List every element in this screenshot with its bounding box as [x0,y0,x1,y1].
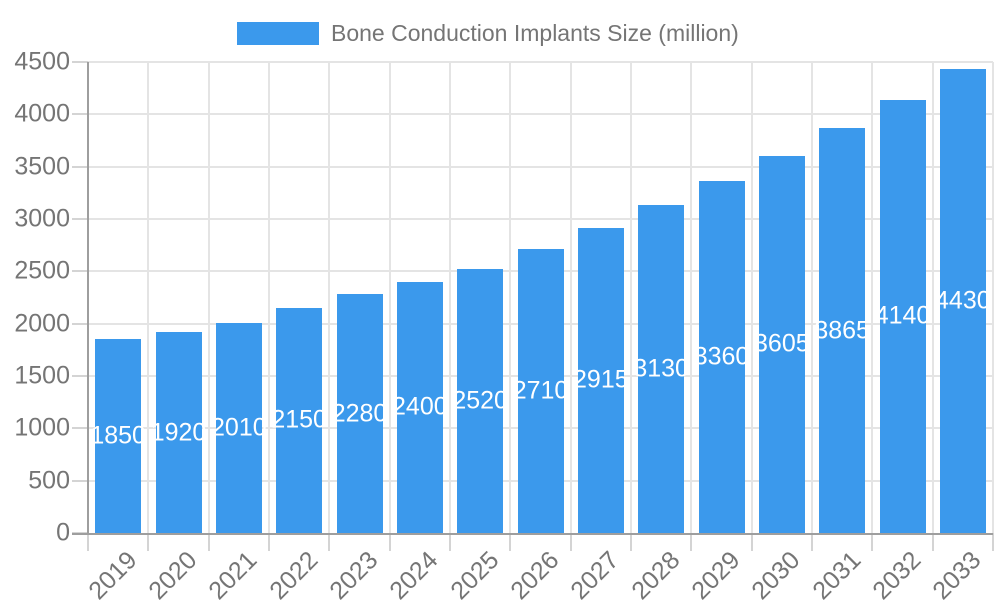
x-axis-tick [328,533,331,551]
chart-legend: Bone Conduction Implants Size (million) [237,20,739,47]
bar-2028[interactable] [638,205,685,533]
bar-2029[interactable] [698,181,745,533]
y-axis-tick [72,322,88,325]
x-gridline [630,62,632,533]
y-axis-line [87,62,89,535]
x-gridline [992,62,994,533]
x-axis-tick [750,533,753,551]
y-axis-tick [72,375,88,377]
bar-2021[interactable] [215,322,262,533]
x-axis-tick [207,533,210,551]
bar-2030[interactable] [758,155,805,533]
x-axis-tick [569,533,572,551]
y-axis-label: 4000 [14,99,70,128]
x-axis-tick [811,533,813,551]
y-axis-label: 500 [28,466,70,495]
x-axis-line [72,533,993,535]
bar-2032[interactable] [879,99,926,533]
bar-2033[interactable] [939,69,986,533]
x-axis-tick [449,533,451,551]
x-axis-tick [509,533,512,551]
x-axis-tick [630,533,632,551]
x-axis-tick [992,533,994,551]
bar-2023[interactable] [336,294,383,533]
x-gridline [147,62,150,533]
y-axis-tick [72,218,88,220]
x-gridline [328,62,331,533]
bar-2022[interactable] [276,307,323,533]
y-gridline [88,165,993,168]
x-gridline [569,62,572,533]
x-gridline [931,62,934,533]
y-axis-tick [72,165,88,168]
y-gridline [88,218,993,220]
y-axis-label: 4500 [14,47,70,76]
x-axis-tick [690,533,693,551]
x-gridline [509,62,512,533]
x-axis-tick [147,533,150,551]
x-axis-tick [268,533,270,551]
x-axis-tick [87,533,89,551]
bar-2031[interactable] [819,128,866,533]
x-axis-tick [871,533,874,551]
x-axis-tick [931,533,934,551]
x-gridline [207,62,210,533]
y-axis-tick [72,479,88,482]
x-gridline [871,62,874,533]
y-gridline [88,113,993,116]
x-gridline [268,62,270,533]
y-axis-tick [72,113,88,116]
bar-2026[interactable] [517,249,564,533]
y-axis-label: 1500 [14,361,70,390]
x-gridline [449,62,451,533]
y-gridline [88,61,993,63]
y-axis-tick [72,61,88,63]
y-axis-label: 2500 [14,256,70,285]
x-gridline [750,62,753,533]
y-axis-label: 1000 [14,413,70,442]
y-axis-tick [72,427,88,430]
y-axis-label: 2000 [14,309,70,338]
legend-swatch [237,22,319,45]
y-axis-label: 0 [56,518,70,547]
x-gridline [388,62,391,533]
legend-label: Bone Conduction Implants Size (million) [331,20,739,46]
x-axis-tick [388,533,391,551]
bar-2027[interactable] [577,227,624,533]
y-axis-tick [72,270,88,273]
bar-2019[interactable] [95,339,142,533]
bar-2020[interactable] [155,332,202,533]
x-gridline [811,62,813,533]
y-axis-label: 3000 [14,204,70,233]
bar-2024[interactable] [396,281,443,533]
y-axis-label: 3500 [14,152,70,181]
x-gridline [690,62,693,533]
bar-2025[interactable] [457,269,504,533]
